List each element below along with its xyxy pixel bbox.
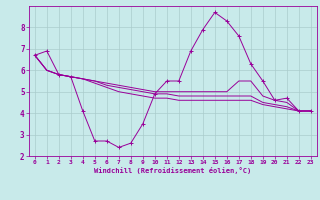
X-axis label: Windchill (Refroidissement éolien,°C): Windchill (Refroidissement éolien,°C) (94, 167, 252, 174)
